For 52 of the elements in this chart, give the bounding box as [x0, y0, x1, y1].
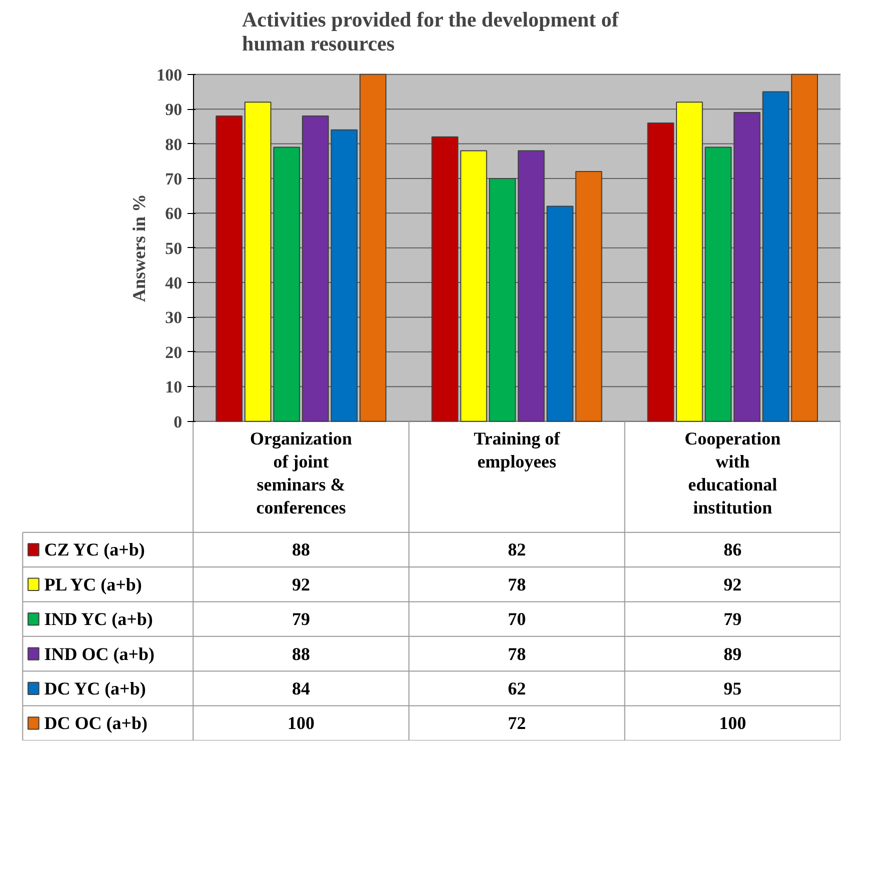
data-label: 78: [508, 644, 526, 664]
x-tick-label: Training of employees: [474, 428, 561, 472]
x-tick-label: Organization of joint seminars & conferences: [250, 428, 352, 518]
data-label: 79: [292, 609, 310, 630]
legend-label: PL YC (a+b): [44, 574, 142, 594]
bar: [704, 146, 732, 422]
data-label: 82: [508, 540, 526, 560]
data-label: 84: [292, 678, 310, 698]
bar: [575, 171, 602, 422]
data-label: 86: [724, 540, 742, 560]
bar: [360, 74, 386, 422]
data-label: 92: [292, 574, 310, 594]
data-label: 79: [724, 609, 742, 630]
y-tick-label: 70: [165, 169, 182, 188]
bar: [647, 122, 674, 422]
y-tick-label: 30: [165, 308, 182, 328]
bar: [518, 150, 545, 422]
bar: [734, 112, 760, 422]
legend-label: IND OC (a+b): [44, 644, 154, 664]
data-label: 70: [508, 609, 526, 630]
y-axis-title: Answers in %: [129, 194, 149, 302]
bar: [488, 178, 516, 422]
x-tick-label: Cooperation with educational institution: [684, 428, 781, 518]
legend-label: IND YC (a+b): [44, 609, 153, 630]
data-label: 72: [508, 713, 526, 734]
chart-title: Activities provided for the development of human resources: [242, 8, 620, 56]
legend-label: CZ YC (a+b): [44, 540, 145, 560]
data-label: 92: [724, 574, 742, 594]
y-tick-label: 10: [165, 378, 182, 397]
y-tick-label: 50: [165, 238, 182, 258]
data-label: 78: [508, 574, 526, 594]
y-tick-label: 20: [165, 342, 182, 362]
data-label: 100: [719, 713, 746, 734]
data-label: 88: [292, 644, 310, 664]
data-label: 88: [292, 540, 310, 560]
bar: [791, 74, 818, 422]
data-label: 89: [724, 644, 742, 664]
bar: [762, 91, 790, 422]
bar: [546, 206, 574, 422]
y-tick-label: 40: [165, 274, 182, 293]
y-tick-label: 90: [165, 100, 182, 120]
legend-label: DC OC (a+b): [44, 713, 148, 734]
data-label: 95: [724, 678, 742, 698]
data-label: 62: [508, 678, 526, 698]
y-tick-label: 80: [165, 134, 182, 154]
y-tick-label: 100: [156, 65, 182, 84]
bar: [216, 116, 243, 422]
data-label: 100: [288, 713, 315, 734]
y-tick-label: 60: [165, 204, 182, 224]
y-tick-label: 0: [174, 412, 182, 432]
legend-label: DC YC (a+b): [44, 678, 146, 698]
bar: [676, 102, 703, 422]
